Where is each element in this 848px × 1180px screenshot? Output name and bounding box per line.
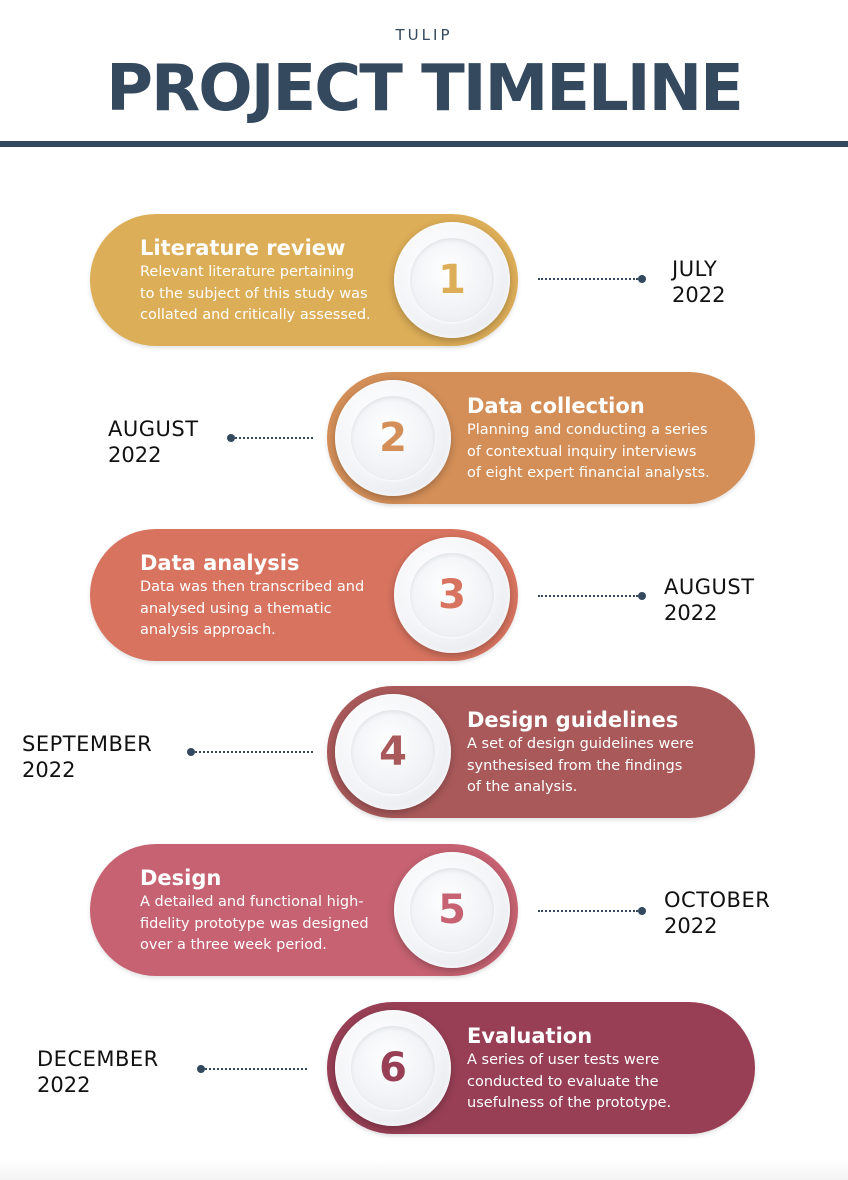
dotted-line [205, 1068, 307, 1070]
step-number-badge: 3 [394, 537, 510, 653]
timeline-step-6: 6 Evaluation A series of user tests were… [327, 1002, 755, 1134]
step-text: Data collection Planning and conducting … [467, 392, 727, 485]
step-number-badge: 1 [394, 222, 510, 338]
timeline-step-4: 4 Design guidelines A set of design guid… [327, 686, 755, 818]
step-date: OCTOBER 2022 [664, 887, 770, 939]
date-year: 2022 [664, 601, 718, 625]
step-text: Literature review Relevant literature pe… [140, 234, 400, 327]
connector-dot [638, 275, 646, 283]
timeline-step-2: 2 Data collection Planning and conductin… [327, 372, 755, 504]
step-connector [538, 907, 646, 915]
step-number: 6 [351, 1026, 435, 1110]
date-year: 2022 [664, 914, 718, 938]
step-number-badge: 4 [335, 694, 451, 810]
step-title: Data collection [467, 394, 645, 418]
connector-dot [638, 592, 646, 600]
step-date: AUGUST 2022 [664, 574, 755, 626]
timeline-step-3: Data analysis Data was then transcribed … [90, 529, 518, 661]
step-description: A series of user tests were conducted to… [467, 1052, 672, 1111]
date-month: OCTOBER [664, 888, 771, 912]
step-text: Data analysis Data was then transcribed … [140, 549, 400, 642]
step-connector [187, 748, 313, 756]
step-number-badge: 2 [335, 380, 451, 496]
step-connector [197, 1065, 307, 1073]
timeline-step-5: Design A detailed and functional high- f… [90, 844, 518, 976]
step-number: 2 [351, 396, 435, 480]
dotted-line [235, 437, 313, 439]
date-month: DECEMBER [37, 1047, 159, 1071]
step-number: 4 [351, 710, 435, 794]
brand-subtitle: TULIP [395, 26, 453, 44]
step-title: Design guidelines [467, 708, 679, 732]
step-connector [227, 434, 313, 442]
step-title: Design [140, 866, 222, 890]
step-date: DECEMBER 2022 [37, 1046, 159, 1098]
date-year: 2022 [108, 443, 162, 467]
step-connector [538, 275, 646, 283]
connector-dot [197, 1065, 205, 1073]
page-title: PROJECT TIMELINE [106, 52, 744, 126]
step-number-badge: 6 [335, 1010, 451, 1126]
date-year: 2022 [37, 1073, 91, 1097]
step-description: Data was then transcribed and analysed u… [140, 579, 365, 638]
step-description: Relevant literature pertaining to the su… [140, 264, 371, 323]
step-date: SEPTEMBER 2022 [22, 731, 152, 783]
step-title: Literature review [140, 236, 346, 260]
step-number: 3 [410, 553, 494, 637]
connector-dot [638, 907, 646, 915]
connector-dot [187, 748, 195, 756]
dotted-line [538, 278, 638, 280]
step-description: A set of design guidelines were synthesi… [467, 736, 694, 795]
timeline-step-1: Literature review Relevant literature pe… [90, 214, 518, 346]
date-year: 2022 [672, 283, 726, 307]
step-description: Planning and conducting a series of cont… [467, 422, 710, 481]
step-number: 1 [410, 238, 494, 322]
step-date: JULY 2022 [672, 256, 725, 308]
footer-band [0, 1160, 848, 1180]
step-text: Design A detailed and functional high- f… [140, 864, 400, 957]
step-text: Design guidelines A set of design guidel… [467, 706, 727, 799]
step-title: Data analysis [140, 551, 300, 575]
step-date: AUGUST 2022 [108, 416, 199, 468]
dotted-line [538, 910, 638, 912]
step-connector [538, 592, 646, 600]
date-year: 2022 [22, 758, 76, 782]
date-month: AUGUST [664, 575, 755, 599]
date-month: SEPTEMBER [22, 732, 153, 756]
dotted-line [538, 595, 638, 597]
step-number-badge: 5 [394, 852, 510, 968]
connector-dot [227, 434, 235, 442]
step-text: Evaluation A series of user tests were c… [467, 1022, 727, 1115]
date-month: JULY [672, 257, 718, 281]
dotted-line [195, 751, 313, 753]
step-number: 5 [410, 868, 494, 952]
step-title: Evaluation [467, 1024, 593, 1048]
header-divider [0, 141, 848, 147]
step-description: A detailed and functional high- fidelity… [140, 894, 369, 953]
date-month: AUGUST [108, 417, 199, 441]
